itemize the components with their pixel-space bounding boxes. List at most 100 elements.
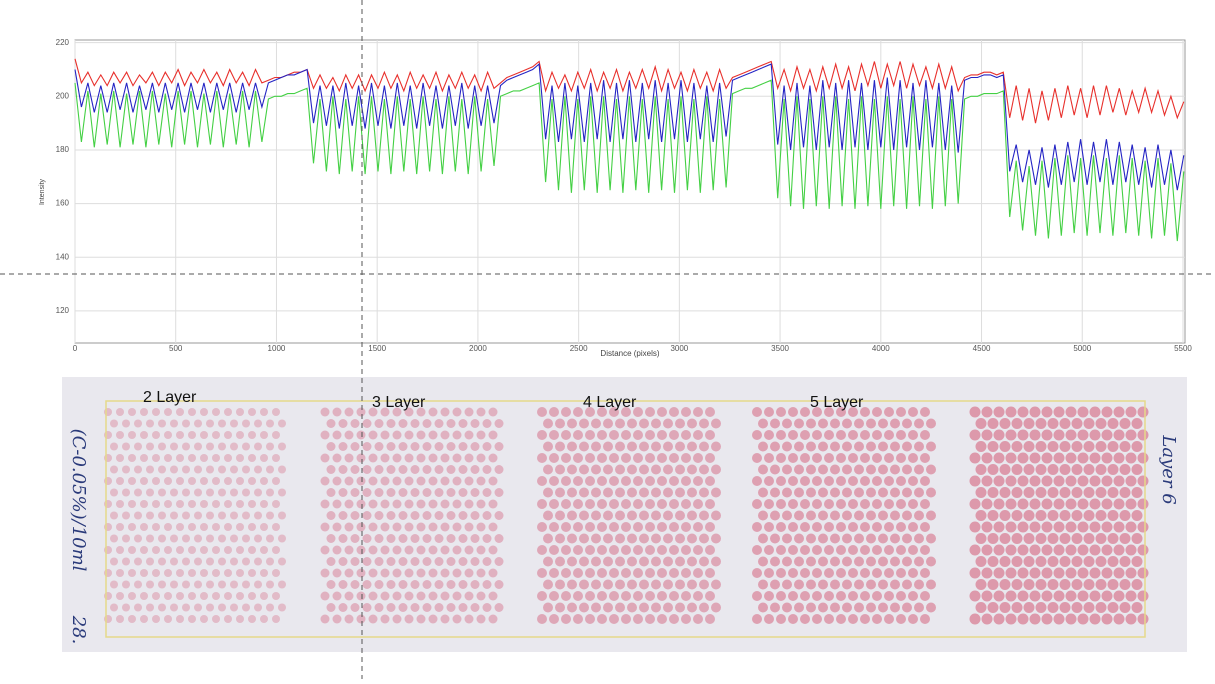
dot <box>812 499 822 509</box>
dot <box>633 614 643 624</box>
dot <box>627 534 637 544</box>
dot <box>549 545 559 555</box>
dot <box>158 535 166 543</box>
dot <box>699 488 709 498</box>
dot <box>651 511 661 521</box>
dot <box>230 581 238 589</box>
dot <box>982 614 993 625</box>
dot <box>387 419 396 428</box>
dot <box>687 557 697 567</box>
dot <box>615 580 625 590</box>
dot <box>573 591 583 601</box>
dot <box>836 430 846 440</box>
dot <box>914 603 924 613</box>
dot <box>116 546 124 554</box>
dot <box>758 534 768 544</box>
dot <box>800 430 810 440</box>
dot <box>1006 545 1017 556</box>
dot <box>884 407 894 417</box>
dot <box>970 407 981 418</box>
dot <box>447 557 456 566</box>
dot <box>794 465 804 475</box>
dot <box>1132 418 1143 429</box>
dot <box>752 407 762 417</box>
dot <box>339 442 348 451</box>
dot <box>860 522 870 532</box>
dot <box>1078 476 1089 487</box>
dot <box>770 557 780 567</box>
dot <box>266 558 274 566</box>
dot <box>591 534 601 544</box>
dot <box>687 580 697 590</box>
dot <box>1120 487 1131 498</box>
dot <box>591 488 601 498</box>
dot <box>459 557 468 566</box>
dot <box>146 443 154 451</box>
dot <box>333 477 342 486</box>
dot <box>188 500 196 508</box>
dot <box>128 408 136 416</box>
dot <box>236 500 244 508</box>
dot <box>104 569 112 577</box>
dot <box>573 499 583 509</box>
dot <box>824 545 834 555</box>
dot <box>693 430 703 440</box>
dot <box>669 591 679 601</box>
dot <box>357 592 366 601</box>
dot <box>321 500 330 509</box>
dot <box>1138 430 1149 441</box>
dot <box>585 453 595 463</box>
dot <box>411 488 420 497</box>
dot <box>633 522 643 532</box>
dot <box>860 499 870 509</box>
dot <box>926 488 936 498</box>
dot <box>236 408 244 416</box>
dot <box>902 557 912 567</box>
dot <box>627 419 637 429</box>
dot <box>537 545 547 555</box>
dot <box>200 477 208 485</box>
dot <box>1096 510 1107 521</box>
dot <box>489 523 498 532</box>
dot <box>453 431 462 440</box>
dot <box>693 476 703 486</box>
dot <box>278 420 286 428</box>
dot <box>260 500 268 508</box>
dot <box>242 535 250 543</box>
dot <box>782 603 792 613</box>
dot <box>669 476 679 486</box>
dot <box>908 522 918 532</box>
dot <box>176 454 184 462</box>
dot <box>770 534 780 544</box>
dot <box>908 614 918 624</box>
dot <box>884 453 894 463</box>
dot <box>579 580 589 590</box>
dot <box>375 419 384 428</box>
dot <box>1138 568 1149 579</box>
dot <box>200 408 208 416</box>
dot <box>423 419 432 428</box>
dot <box>260 615 268 623</box>
dot <box>333 408 342 417</box>
dot <box>459 442 468 451</box>
dot <box>1120 418 1131 429</box>
dot <box>776 568 786 578</box>
dot <box>212 477 220 485</box>
dot <box>423 534 432 543</box>
dot <box>920 591 930 601</box>
dot <box>357 569 366 578</box>
dot <box>188 615 196 623</box>
dot <box>1126 430 1137 441</box>
dot <box>639 580 649 590</box>
dot <box>242 581 250 589</box>
dot <box>327 511 336 520</box>
dot <box>824 430 834 440</box>
dot <box>573 522 583 532</box>
dot <box>411 465 420 474</box>
dot <box>333 592 342 601</box>
dot <box>663 580 673 590</box>
dot <box>633 568 643 578</box>
dot <box>579 442 589 452</box>
dot <box>866 465 876 475</box>
dot <box>453 569 462 578</box>
